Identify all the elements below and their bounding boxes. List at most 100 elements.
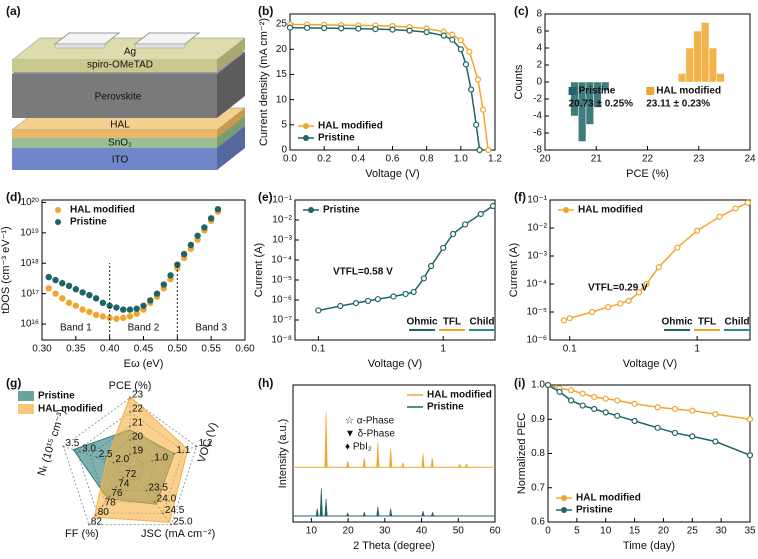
data-point: [462, 221, 469, 228]
data-point: [566, 315, 573, 322]
radar-tick-label: 3.0: [82, 443, 96, 454]
x-tick-label: 50: [453, 526, 465, 537]
x-axis-title: Voltage (V): [623, 358, 677, 370]
layer-front: [12, 130, 217, 138]
data-point: [52, 276, 59, 284]
y-tick-label: -4: [533, 111, 542, 122]
radar-tick-label: 80: [98, 507, 110, 518]
plot-frame: [549, 199, 751, 341]
y-tick-label: 20: [276, 44, 288, 55]
data-point: [716, 213, 723, 220]
y-tick-label: 10⁻²: [272, 215, 292, 226]
data-point: [59, 280, 66, 287]
data-point: [746, 452, 754, 459]
radar-tick: [122, 476, 124, 479]
peak: [421, 510, 425, 517]
layer-front: [12, 74, 217, 118]
data-point: [133, 305, 140, 312]
peak: [421, 453, 425, 468]
data-point: [591, 405, 598, 413]
y-tick-label: 2: [536, 60, 542, 71]
peak: [430, 457, 434, 468]
data-point: [364, 297, 372, 305]
y-tick-label: 10¹⁷: [21, 288, 39, 299]
peak: [346, 512, 350, 517]
legend-label: HAL modified: [427, 390, 492, 401]
radar-tick: [129, 397, 131, 399]
radar-tick-label: 19: [132, 446, 144, 457]
radar-tick: [79, 450, 81, 453]
data-point: [194, 232, 201, 239]
annotation: VTFL=0.29 V: [588, 283, 648, 294]
electrode-front: [134, 43, 186, 49]
radar-tick: [94, 514, 97, 516]
legend-swatch: [18, 391, 34, 401]
data-point: [427, 262, 435, 270]
data-point: [602, 395, 609, 402]
x-axis-title: Eω (eV): [124, 358, 164, 370]
annotation: VTFL=0.58 V: [333, 267, 393, 278]
y-tick-label: 10⁻⁴: [271, 255, 292, 266]
x-tick-label: 24: [744, 154, 756, 165]
data-point: [92, 295, 100, 302]
data-point: [654, 424, 661, 431]
legend-label: HAL modified: [70, 205, 135, 216]
radar-tick: [195, 445, 198, 448]
radar-tick: [108, 495, 111, 498]
data-point: [746, 416, 754, 423]
bar: [685, 47, 694, 83]
x-tick-label: 1.2: [488, 154, 502, 165]
layer-label: spiro-OMeTAD: [87, 60, 153, 71]
radar-tick-label: 23: [132, 390, 144, 401]
data-point: [65, 299, 73, 307]
x-tick-label: 1: [694, 344, 700, 355]
x-tick-label: 20: [658, 526, 670, 537]
y-tick-label: 8: [536, 9, 542, 20]
data-point: [631, 417, 638, 425]
y-axis-title: Counts: [513, 64, 525, 99]
radar-tick-label: 78: [105, 497, 117, 508]
y-tick-label: 10²⁰: [21, 197, 39, 208]
x-tick-label: 22: [642, 154, 654, 165]
peak: [389, 448, 393, 468]
radar-tick: [170, 523, 172, 526]
radar-tick-label: 76: [111, 488, 123, 499]
series-line: [547, 384, 751, 420]
data-point: [180, 250, 188, 258]
panel-label: (a): [6, 4, 21, 18]
region-label: TFL: [698, 317, 716, 328]
annotation: 23.11 ± 0.23%: [646, 99, 710, 110]
y-tick-label: 10¹⁶: [20, 319, 39, 330]
x-tick-label: 60: [489, 526, 501, 537]
data-point: [410, 288, 417, 296]
data-point: [744, 199, 751, 206]
data-point: [671, 405, 679, 413]
peak: [319, 488, 323, 517]
radar-tick-label: 2.5: [99, 449, 113, 460]
y-tick-label: 10⁻⁴: [526, 279, 547, 290]
y-axis-title: Current (A): [253, 243, 265, 297]
bar: [593, 81, 602, 108]
x-tick-label: 20: [539, 154, 551, 165]
x-tick-label: 0.60: [235, 344, 255, 355]
x-tick-label: 0.55: [201, 344, 221, 355]
layer-label: Ag: [124, 47, 136, 58]
x-tick-label: 23: [693, 154, 705, 165]
data-point: [355, 25, 362, 32]
data-point: [457, 37, 464, 44]
peak: [362, 457, 366, 468]
legend-marker: [303, 135, 309, 141]
y-tick-label: 10⁻³: [272, 235, 292, 246]
data-point: [604, 303, 612, 311]
data-point: [449, 31, 456, 38]
panel-label: (h): [258, 376, 273, 390]
data-point: [106, 302, 113, 309]
bar: [701, 22, 710, 83]
bar: [716, 73, 725, 83]
x-tick-label: 0.50: [168, 344, 188, 355]
radar-tick-label: 1.2: [199, 438, 213, 449]
legend-marker: [563, 207, 569, 213]
data-point: [617, 300, 624, 307]
data-point: [689, 433, 696, 440]
data-point: [402, 290, 409, 298]
